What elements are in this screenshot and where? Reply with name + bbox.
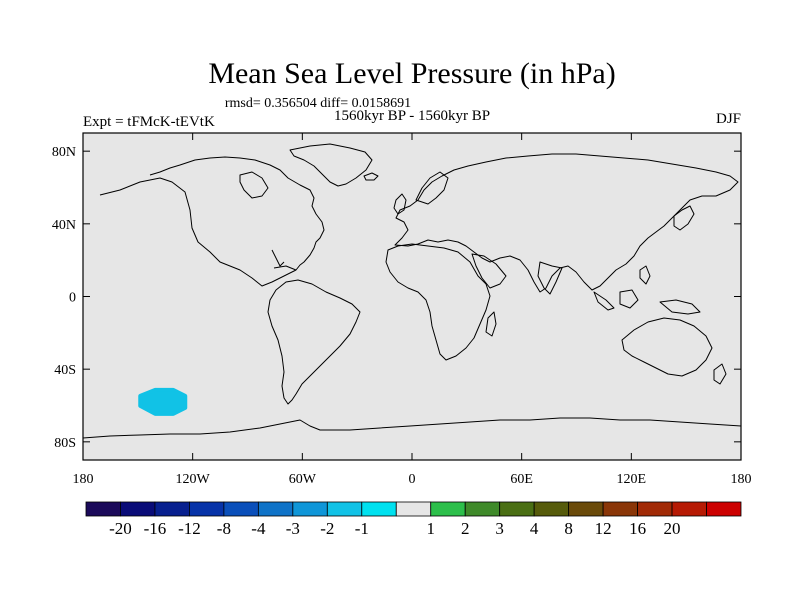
x-tick-label: 180	[73, 472, 94, 487]
colorbar-label: 12	[595, 519, 612, 538]
coast-borneo	[619, 289, 639, 309]
colorbar-label: -16	[144, 519, 167, 538]
anomaly-north-atlantic	[310, 182, 387, 215]
coast-antarctica	[82, 417, 742, 439]
colorbar-label: 1	[426, 519, 435, 538]
colorbar-swatch	[326, 501, 363, 517]
coast-cuba	[273, 265, 297, 271]
colorbar-swatch	[154, 501, 190, 517]
y-tick-label: 40N	[52, 218, 76, 233]
y-tick-label: 80S	[54, 436, 76, 451]
x-tick-label: 60E	[510, 472, 533, 487]
coast-philippines	[639, 265, 651, 285]
colorbar-swatch	[120, 501, 156, 517]
period-line: 1560kyr BP - 1560kyr BP	[334, 108, 490, 124]
x-tick-label: 120E	[617, 472, 647, 487]
x-tick-label: 0	[409, 472, 416, 487]
map-background	[83, 133, 741, 460]
colorbar-swatch	[706, 501, 742, 517]
colorbar-swatch	[430, 501, 466, 517]
season-label: DJF	[716, 111, 741, 127]
colorbar-swatch	[85, 501, 121, 517]
colorbar-label: 4	[530, 519, 539, 538]
coast-arabia	[471, 253, 507, 289]
colorbar-label: 2	[461, 519, 470, 538]
x-axis: 180 120W 60W 0 60E 120E 180	[73, 133, 752, 487]
coast-britain	[393, 193, 407, 215]
coast-hudson-bay	[239, 171, 269, 199]
colorbar-swatch	[533, 501, 570, 517]
stats-line: rmsd= 0.356504 diff= 0.0158691	[225, 96, 411, 111]
coast-north-america	[99, 156, 325, 287]
colorbar-swatch	[637, 501, 673, 517]
colorbar-label: -3	[286, 519, 300, 538]
colorbar-label: -1	[355, 519, 369, 538]
colorbar-swatch	[292, 501, 328, 517]
colorbar-swatch	[499, 501, 535, 517]
coast-greenland	[289, 143, 373, 187]
colorbar-swatch	[361, 501, 397, 517]
colorbar-swatch	[223, 501, 259, 517]
chart-title: Mean Sea Level Pressure (in hPa)	[208, 57, 615, 90]
coast-scandinavia	[415, 171, 449, 205]
colorbar-swatch	[189, 501, 225, 517]
coast-sumatra	[593, 291, 615, 311]
colorbar-swatch	[568, 501, 604, 517]
x-tick-label: 120W	[176, 472, 211, 487]
anomaly-layer	[99, 174, 387, 416]
colorbar-label: 20	[664, 519, 681, 538]
coast-australia	[621, 317, 713, 377]
colorbar-label: -4	[251, 519, 266, 538]
colorbar-label: -8	[217, 519, 231, 538]
colorbar-label: 16	[629, 519, 646, 538]
coastlines	[82, 143, 742, 439]
colorbar-swatch	[257, 501, 294, 517]
coast-new-guinea	[659, 299, 701, 315]
coast-japan	[673, 205, 695, 231]
colorbar-label: 3	[495, 519, 504, 538]
colorbar-label: -2	[320, 519, 334, 538]
coast-new-zealand	[713, 363, 727, 385]
coast-florida	[271, 249, 285, 267]
coast-south-america	[267, 279, 361, 405]
coast-iceland	[363, 172, 379, 181]
y-tick-label: 40S	[54, 363, 76, 378]
colorbar: -20 -16 -12 -8 -4 -3 -2 -1 1 2 3 4 8 12 16 20	[85, 501, 742, 538]
experiment-label: Expt = tFMcK-tEVtK	[83, 114, 215, 130]
colorbar-label: -20	[109, 519, 132, 538]
anomaly-north-pacific	[99, 182, 144, 207]
colorbar-label: 8	[564, 519, 573, 538]
anomaly-south-pacific	[138, 387, 188, 416]
coast-africa	[385, 243, 491, 361]
coast-india	[537, 261, 563, 295]
x-tick-label: 180	[731, 472, 752, 487]
x-tick-label: 60W	[289, 472, 317, 487]
y-axis: 80N 40N 0 40S 80S	[52, 145, 741, 451]
colorbar-swatch	[602, 501, 638, 517]
y-tick-label: 0	[69, 291, 76, 306]
coast-madagascar	[485, 311, 497, 337]
colorbar-swatch	[671, 501, 707, 517]
colorbar-swatch	[395, 501, 432, 517]
colorbar-label: -12	[178, 519, 201, 538]
colorbar-swatch	[464, 501, 501, 517]
coast-eurasia	[394, 153, 739, 293]
y-tick-label: 80N	[52, 145, 76, 160]
